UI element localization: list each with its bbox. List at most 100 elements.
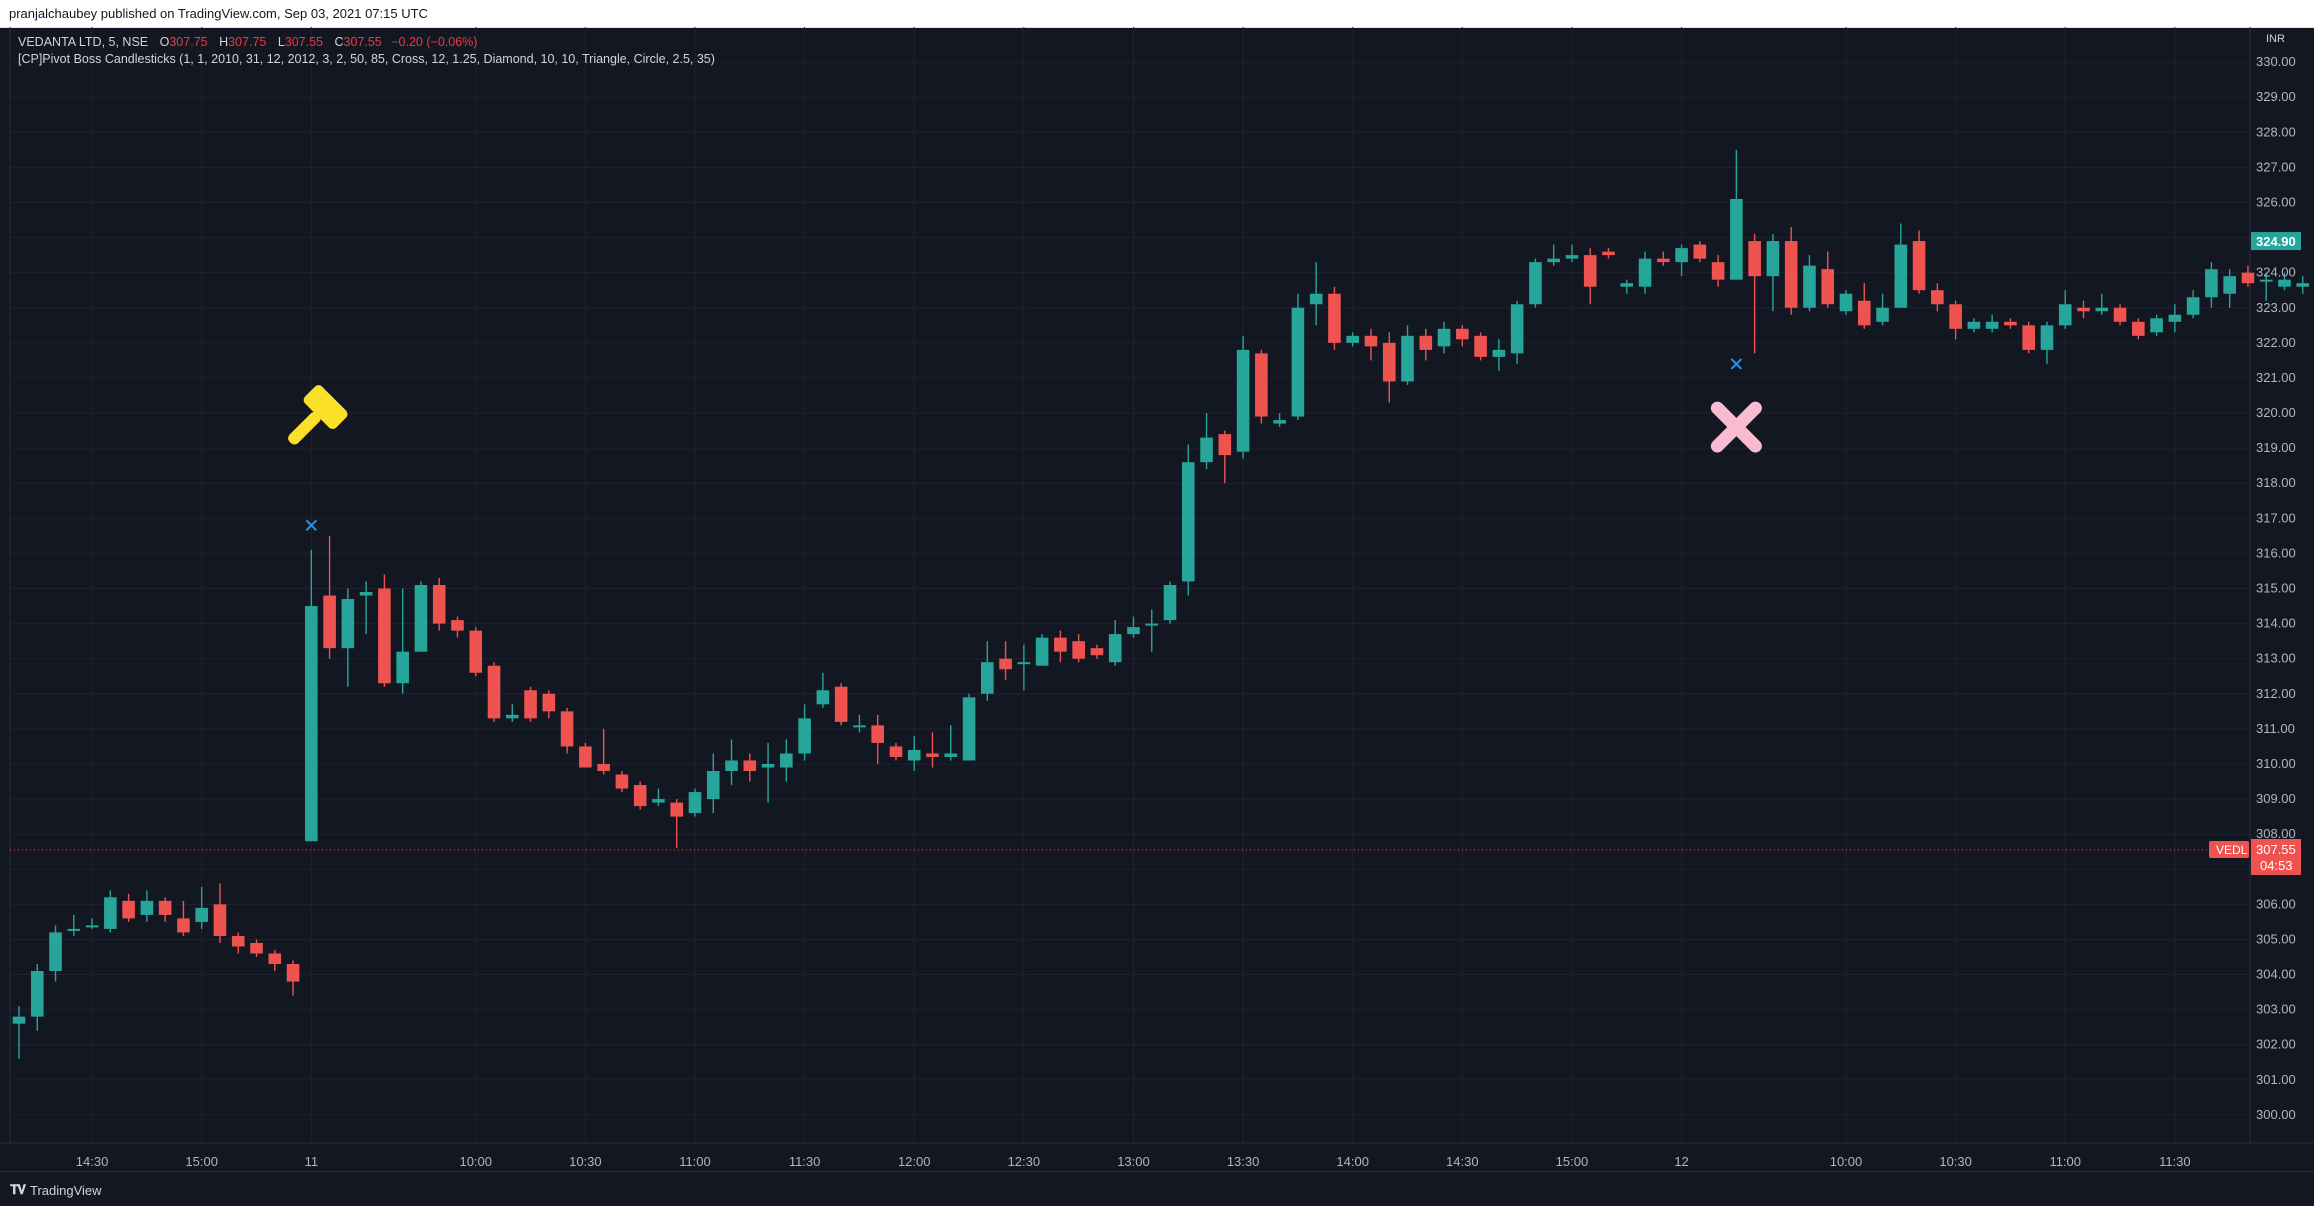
candle[interactable] [268, 949, 282, 972]
candle[interactable] [542, 690, 556, 719]
candle[interactable] [1108, 620, 1122, 666]
candle[interactable] [688, 788, 702, 817]
legend-indicator[interactable]: [CP]Pivot Boss Candlesticks (1, 1, 2010,… [18, 52, 715, 66]
candle[interactable] [1181, 444, 1195, 596]
candle[interactable] [2278, 272, 2291, 291]
candle[interactable] [1474, 332, 1487, 361]
candle[interactable] [1602, 248, 1615, 259]
candle[interactable] [487, 662, 501, 722]
candle[interactable] [341, 588, 355, 687]
candle[interactable] [1985, 314, 1999, 333]
candle[interactable] [761, 742, 775, 803]
candle[interactable] [1072, 634, 1085, 663]
candle[interactable] [780, 739, 793, 782]
candle[interactable] [1017, 644, 1031, 691]
candle[interactable] [1309, 262, 1323, 326]
candle[interactable] [1346, 332, 1360, 347]
candle[interactable] [122, 893, 135, 922]
candle[interactable] [305, 549, 318, 842]
candle[interactable] [104, 890, 117, 933]
candle[interactable] [213, 883, 227, 943]
candle[interactable] [907, 735, 921, 771]
candle[interactable] [1145, 609, 1159, 652]
candle[interactable] [158, 897, 172, 922]
candle[interactable] [1784, 227, 1798, 315]
candle[interactable] [12, 1006, 26, 1059]
candle[interactable] [981, 641, 994, 701]
candle[interactable] [652, 788, 665, 807]
candle[interactable] [615, 771, 629, 793]
candle[interactable] [30, 964, 44, 1031]
candle[interactable] [505, 704, 519, 722]
candle[interactable] [1656, 251, 1670, 266]
candle[interactable] [378, 574, 391, 687]
candle[interactable] [1382, 332, 1396, 403]
candle[interactable] [2150, 314, 2163, 336]
candle[interactable] [962, 693, 976, 761]
candle[interactable] [1638, 251, 1652, 294]
tradingview-logo[interactable]: 𝐓𝐕 TradingView [10, 1182, 102, 1198]
candle[interactable] [1163, 581, 1177, 624]
candle[interactable] [67, 914, 81, 936]
candle[interactable] [1730, 149, 1743, 280]
candle[interactable] [286, 960, 300, 996]
candle[interactable] [414, 581, 428, 652]
candle[interactable] [1821, 251, 1835, 308]
candle[interactable] [816, 672, 830, 708]
candle[interactable] [1200, 413, 1213, 470]
candle[interactable] [1803, 255, 1816, 312]
candle[interactable] [451, 616, 464, 638]
candle[interactable] [2205, 262, 2218, 308]
candle[interactable] [743, 753, 757, 782]
candle[interactable] [926, 732, 939, 768]
candle[interactable] [2223, 269, 2236, 308]
candle[interactable] [871, 714, 884, 764]
candle[interactable] [670, 799, 684, 849]
candle[interactable] [1437, 321, 1451, 354]
candle[interactable] [1529, 258, 1542, 308]
candle[interactable] [2259, 272, 2273, 301]
candle[interactable] [597, 728, 610, 775]
candle[interactable] [1492, 339, 1506, 371]
candle[interactable] [359, 581, 373, 635]
candle[interactable] [1547, 244, 1560, 266]
candle[interactable] [140, 890, 154, 922]
candle[interactable] [2004, 318, 2017, 329]
candle[interactable] [2077, 300, 2090, 319]
candle[interactable] [633, 781, 647, 810]
candle[interactable] [1766, 234, 1780, 312]
candle[interactable] [396, 588, 409, 694]
candle[interactable] [798, 704, 811, 761]
candle[interactable] [1054, 630, 1067, 663]
candle[interactable] [1273, 413, 1286, 428]
candle[interactable] [2040, 321, 2054, 364]
candle[interactable] [1857, 283, 1871, 329]
candles-layer[interactable] [12, 149, 2314, 1059]
candle[interactable] [1218, 430, 1232, 484]
candle[interactable] [323, 535, 336, 659]
candle[interactable] [1675, 244, 1688, 277]
candle[interactable] [1565, 244, 1579, 263]
legend-symbol[interactable]: VEDANTA LTD, 5, NSE [18, 35, 149, 49]
candle[interactable] [2113, 304, 2127, 326]
candle[interactable] [1894, 223, 1908, 308]
candle[interactable] [432, 577, 446, 631]
candle[interactable] [2296, 276, 2310, 294]
candle[interactable] [725, 739, 738, 786]
candle[interactable] [2095, 293, 2109, 315]
candle[interactable] [1255, 349, 1268, 424]
candle[interactable] [250, 939, 263, 957]
candle[interactable] [469, 627, 483, 677]
candle[interactable] [560, 707, 574, 754]
candle[interactable] [231, 932, 245, 954]
candle[interactable] [889, 742, 903, 761]
candle[interactable] [1035, 634, 1049, 666]
candle[interactable] [1583, 248, 1597, 305]
candle[interactable] [1693, 241, 1707, 263]
candle[interactable] [1876, 293, 1889, 326]
candle[interactable] [195, 886, 208, 929]
price-axis[interactable]: 300.00 301.00 302.00 303.00 304.00 305.00 306.… [2209, 54, 2301, 1122]
candle[interactable] [1456, 325, 1469, 347]
candle[interactable] [1711, 255, 1725, 287]
candle[interactable] [1328, 286, 1341, 350]
